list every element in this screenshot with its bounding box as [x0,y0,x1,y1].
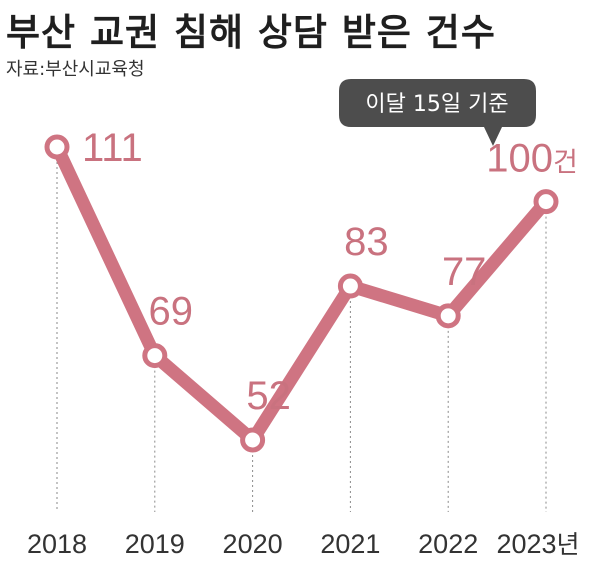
data-point-2020 [240,427,266,453]
x-label-2022: 2022 [418,529,478,559]
x-label-2019: 2019 [125,529,185,559]
data-point-2018 [44,134,70,160]
value-label-2021: 83 [344,220,389,264]
x-unit: 년 [557,530,580,559]
value-label-2022: 77 [442,250,487,294]
data-points [44,134,559,453]
data-point-2019 [142,343,168,369]
value-labels: 111 69 52 83 77 100건 [82,126,578,418]
x-axis-labels: 2018 2019 2020 2021 2022 2023년 [27,529,580,559]
annotation-text: 이달 15일 기준 [365,92,508,117]
data-point-2023 [533,189,559,215]
x-label-2021: 2021 [320,529,380,559]
value-label-2018: 111 [82,126,143,170]
annotation-callout: 이달 15일 기준 [339,79,536,146]
data-point-2022 [435,303,461,329]
x-label-2023: 2023년 [496,529,579,559]
chart-title: 부산 교권 침해 상담 받은 건수 [6,11,496,54]
x-label-2020: 2020 [223,529,283,559]
value-label-2023: 100건 [486,137,578,181]
data-point-2021 [337,273,363,299]
value-label-2020: 52 [246,374,291,418]
value-unit: 건 [553,148,578,179]
value-label-2019: 69 [149,290,194,334]
chart-source: 자료:부산시교육청 [6,59,145,80]
x-label-2018: 2018 [27,529,87,559]
callout-bubble [339,79,536,146]
series-line [50,140,553,447]
guide-lines [56,147,547,512]
